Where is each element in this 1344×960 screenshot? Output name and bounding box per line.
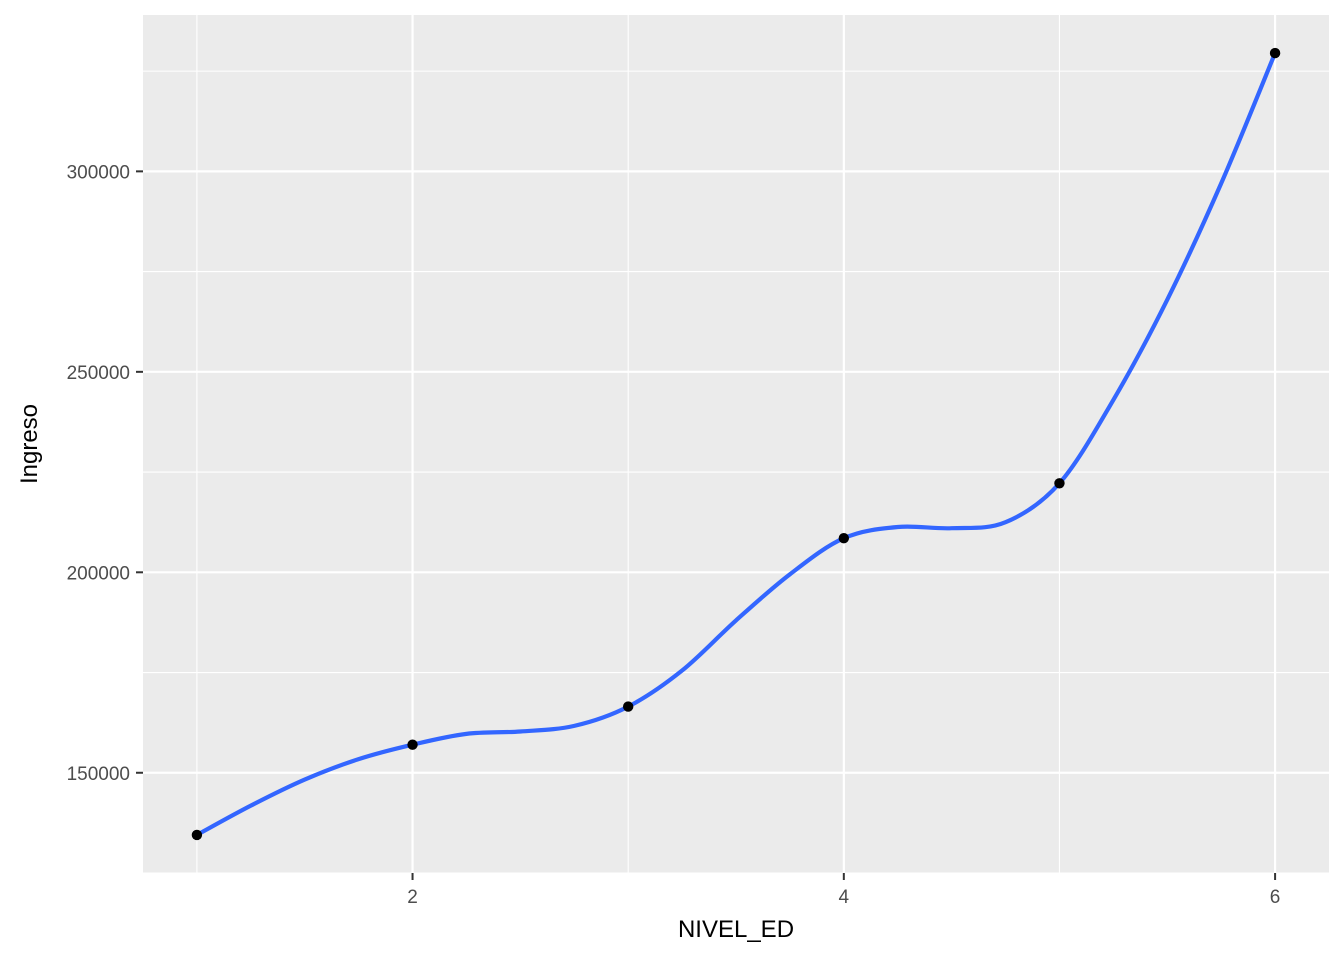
data-points-layer: [191, 47, 1281, 841]
smooth-fit-line: [194, 50, 1278, 838]
y-axis: 150000 200000 250000 300000: [67, 162, 143, 785]
x-tick-label: 6: [1270, 887, 1281, 908]
grid-minor: [143, 15, 1329, 874]
smooth-line-layer: [194, 50, 1278, 838]
x-tick-label: 4: [839, 887, 850, 908]
x-axis: 2 4 6: [407, 873, 1280, 908]
data-point: [1269, 47, 1281, 59]
y-tick-label: 200000: [67, 563, 130, 584]
x-tick-label: 2: [407, 887, 418, 908]
data-point: [1054, 478, 1065, 489]
y-axis-title: Ingreso: [16, 404, 43, 484]
x-axis-title: NIVEL_ED: [678, 916, 794, 943]
y-tick-label: 300000: [67, 162, 130, 183]
plot-panel: [143, 15, 1329, 873]
data-point: [838, 533, 850, 544]
y-tick-label: 150000: [67, 764, 130, 785]
data-point: [407, 739, 418, 750]
data-point: [622, 701, 634, 712]
y-tick-label: 250000: [67, 363, 130, 384]
data-point: [191, 829, 203, 841]
